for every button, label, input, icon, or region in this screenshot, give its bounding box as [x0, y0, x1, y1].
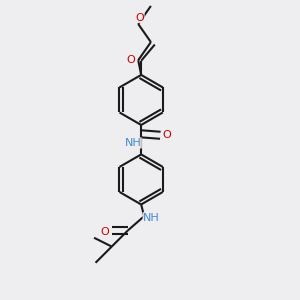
Text: O: O [101, 227, 110, 237]
Text: NH: NH [143, 213, 160, 223]
Text: NH: NH [124, 138, 141, 148]
Text: O: O [135, 13, 144, 22]
Text: O: O [127, 55, 135, 65]
Text: O: O [162, 130, 171, 140]
